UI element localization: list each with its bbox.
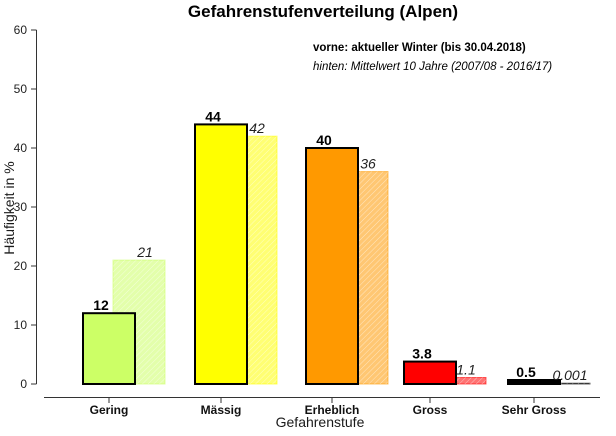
front-bar xyxy=(305,147,359,385)
back-value-label: 21 xyxy=(136,244,153,260)
y-tick-label: 0 xyxy=(20,377,27,391)
y-axis-label: Häufigkeit in % xyxy=(1,161,17,254)
y-tick-label: 20 xyxy=(14,259,28,273)
front-bar xyxy=(82,312,136,386)
back-value-label: 0.001 xyxy=(552,367,587,383)
front-bar xyxy=(403,360,457,385)
front-value-label: 0.5 xyxy=(516,364,536,380)
category-label: Sehr Gross xyxy=(502,403,567,417)
category-label: Gross xyxy=(413,403,448,417)
y-tick-label: 50 xyxy=(14,82,28,96)
y-tick-label: 40 xyxy=(14,141,28,155)
y-tick-label: 60 xyxy=(14,23,28,37)
front-value-label: 3.8 xyxy=(412,346,432,362)
value-labels: 12 21 44 42 40 36 3.8 1.1 0.5 0.001 xyxy=(93,108,587,383)
back-bar-hatch xyxy=(538,383,590,384)
back-value-label: 36 xyxy=(360,156,376,172)
category-label: Erheblich xyxy=(305,403,360,417)
category-label: Mässig xyxy=(201,403,242,417)
back-bar-hatch xyxy=(434,377,486,384)
category-label: Gering xyxy=(90,403,129,417)
front-bar xyxy=(194,123,248,386)
chart-title: Gefahrenstufenverteilung (Alpen) xyxy=(188,2,458,21)
y-ticks: 0 10 20 30 40 50 60 xyxy=(14,23,37,391)
back-value-label: 1.1 xyxy=(456,362,475,378)
x-axis-label: Gefahrenstufe xyxy=(276,414,365,430)
front-bar xyxy=(507,379,561,385)
front-value-label: 44 xyxy=(205,108,221,124)
front-value-label: 40 xyxy=(316,132,332,148)
y-tick-label: 30 xyxy=(14,200,28,214)
back-value-label: 42 xyxy=(249,120,265,136)
front-bars xyxy=(82,123,561,386)
legend-front: vorne: aktueller Winter (bis 30.04.2018) xyxy=(313,42,526,54)
y-tick-label: 10 xyxy=(14,318,28,332)
category-labels: Gering Mässig Erheblich Gross Sehr Gross xyxy=(90,397,567,417)
front-value-label: 12 xyxy=(93,297,109,313)
legend-back: hinten: Mittelwert 10 Jahre (2007/08 - 2… xyxy=(313,61,552,73)
